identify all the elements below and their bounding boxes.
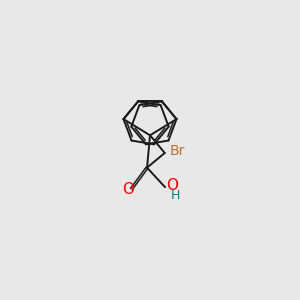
Text: O: O (122, 182, 134, 196)
Text: Br: Br (170, 144, 185, 158)
Text: H: H (170, 189, 180, 202)
Text: O: O (167, 178, 178, 193)
